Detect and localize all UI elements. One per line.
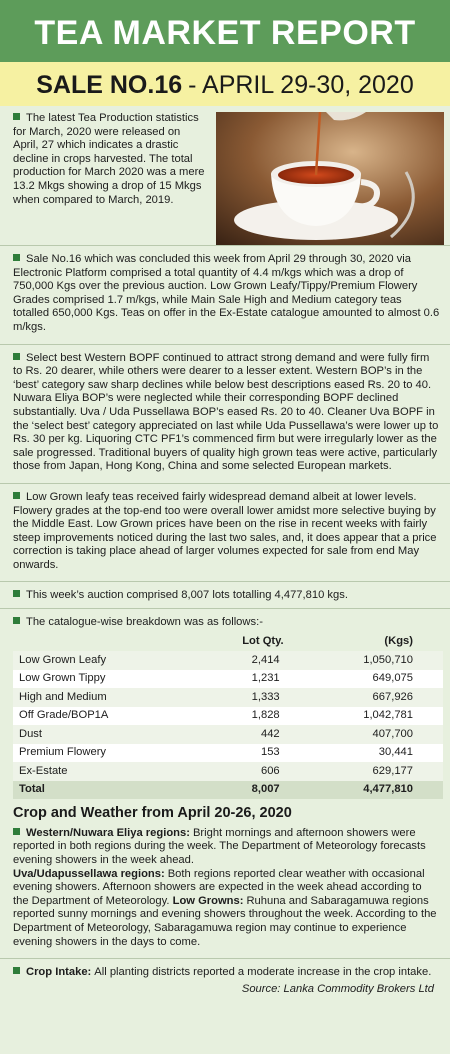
table-cell: 1,828 (194, 706, 290, 726)
column-header: (Kgs) (289, 632, 443, 652)
weather-paragraph: Western/Nuwara Eliya regions: Bright morn… (13, 827, 440, 949)
table-row: Low Grown Tippy 1,231 649,075 (13, 669, 443, 689)
crop-intake: Crop Intake: All planting districts repor… (13, 966, 440, 980)
paragraph: The latest Tea Production statistics for… (13, 112, 208, 236)
table-cell: Low Grown Tippy (13, 669, 195, 689)
weather-label: Western/Nuwara Eliya regions: (26, 826, 190, 839)
paragraph-text: Select best Western BOPF continued to at… (13, 351, 439, 473)
weather-label: Low Growns: (172, 894, 244, 907)
crop-intake-text: All planting districts reported a modera… (94, 966, 432, 979)
table-cell: 8,007 (194, 780, 290, 800)
table-cell: 4,477,810 (289, 780, 443, 800)
table-row: Ex-Estate 606 629,177 (13, 762, 443, 781)
table-cell: 629,177 (289, 762, 443, 781)
crop-intake-label: Crop Intake: (26, 966, 92, 979)
table-cell: Dust (13, 725, 195, 744)
table-header: Lot Qty. (Kgs) (13, 632, 443, 652)
source: Source: Lanka Commodity Brokers Ltd (241, 982, 434, 995)
paragraph-text: Low Grown leafy teas received fairly wid… (13, 490, 437, 571)
table-row: Off Grade/BOP1A 1,828 1,042,781 (13, 706, 443, 726)
paragraph-text: This week’s auction comprised 8,007 lots… (26, 589, 348, 602)
table-cell: 667,926 (289, 688, 443, 707)
table-row: High and Medium 1,333 667,926 (13, 688, 443, 707)
sale-banner: SALE NO.16- APRIL 29-30, 2020 (0, 62, 450, 106)
table-cell: 1,050,710 (289, 651, 443, 670)
table-cell: Premium Flowery (13, 743, 195, 763)
title: TEA MARKET REPORT (0, 0, 450, 62)
section-title: Crop and Weather from April 20-26, 2020 (13, 805, 292, 822)
sale-date: - APRIL 29-30, 2020 (188, 71, 414, 99)
breakdown-table: Lot Qty. (Kgs) Low Grown Leafy 2,414 1,050… (13, 632, 443, 800)
table-row: Total 8,007 4,477,810 (13, 780, 443, 800)
photo (216, 112, 444, 245)
table-cell: 30,441 (289, 743, 443, 763)
sale-no: SALE NO.16 (36, 71, 183, 99)
column-header: Lot Qty. (194, 632, 290, 652)
weather-label: Uva/Udapussellawa regions: (13, 867, 165, 880)
table-cell: 1,231 (194, 669, 290, 689)
weather-text: Both regions reported clear weather with… (13, 867, 425, 907)
table-cell: Off Grade/BOP1A (13, 706, 195, 726)
table-cell: 407,700 (289, 725, 443, 744)
paragraph: Select best Western BOPF continued to at… (13, 352, 440, 474)
table-cell: 649,075 (289, 669, 443, 689)
paragraph-text: The catalogue-wise breakdown was as foll… (26, 616, 263, 629)
content: The latest Tea Production statistics for… (0, 106, 450, 996)
paragraph: Sale No.16 which was concluded this week… (13, 253, 440, 335)
table-row: Low Grown Leafy 2,414 1,050,710 (13, 651, 443, 670)
paragraph: This week’s auction comprised 8,007 lots… (13, 589, 440, 603)
paragraph: Low Grown leafy teas received fairly wid… (13, 491, 440, 573)
table-row: Dust 442 407,700 (13, 725, 443, 744)
table-cell: 153 (194, 743, 290, 763)
paragraph: The catalogue-wise breakdown was as foll… (13, 616, 440, 630)
weather-text: Bright mornings and afternoon showers we… (13, 826, 426, 866)
paragraph-text: Sale No.16 which was concluded this week… (13, 253, 440, 333)
table-row: Premium Flowery 153 30,441 (13, 743, 443, 763)
table-cell: 442 (194, 725, 290, 744)
table-cell: 2,414 (194, 651, 290, 670)
paragraph-text: The latest Tea Production statistics for… (13, 112, 205, 206)
table-cell: High and Medium (13, 688, 195, 707)
table-cell: 1,042,781 (289, 706, 443, 726)
table-cell: Total (13, 780, 195, 800)
table-cell: Low Grown Leafy (13, 651, 195, 670)
lead: The latest Tea Production statistics for… (13, 112, 444, 245)
weather-text: Ruhuna and Sabaragamuwa regions reported… (13, 894, 437, 948)
table-cell: 606 (194, 762, 290, 781)
table-cell: 1,333 (194, 688, 290, 707)
table-cell: Ex-Estate (13, 762, 195, 781)
